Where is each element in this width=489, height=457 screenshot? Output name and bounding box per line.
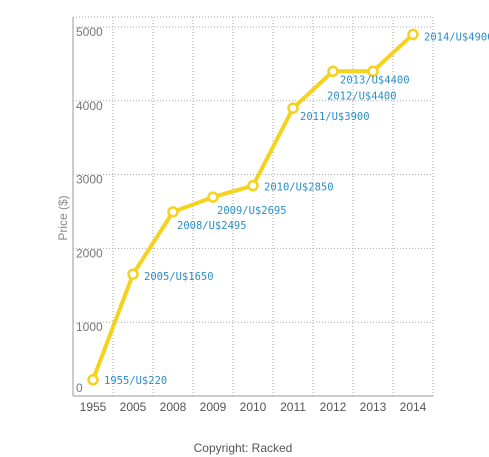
data-label: 2009/U$2695 — [217, 205, 287, 217]
data-point — [167, 206, 179, 218]
data-point — [127, 268, 139, 280]
axes — [72, 16, 434, 397]
x-tick-label: 2009 — [200, 400, 227, 414]
x-tick-label: 2008 — [160, 400, 187, 414]
x-tick-label: 2011 — [280, 400, 306, 414]
x-tick-label: 2005 — [120, 400, 147, 414]
data-point — [87, 374, 99, 386]
grid-lines — [73, 17, 433, 396]
data-point — [247, 179, 259, 192]
x-tick-label: 2013 — [360, 400, 387, 414]
data-point — [327, 65, 339, 78]
data-point — [407, 28, 419, 41]
x-axis-ticks: 1955 2005 2008 2009 2010 2011 2012 2013 2014 — [80, 400, 427, 414]
data-points — [87, 28, 419, 386]
data-label: 1955/U$220 — [104, 375, 167, 387]
x-tick-label: 2012 — [320, 400, 347, 414]
y-tick-label: 5000 — [76, 25, 103, 39]
data-point — [287, 102, 299, 114]
y-tick-label: 4000 — [76, 99, 103, 113]
data-label: 2014/U$4900 — [424, 31, 489, 43]
data-labels: 1955/U$220 2005/U$1650 2008/U$2495 2009/U$2… — [104, 31, 489, 386]
y-tick-label: 1000 — [76, 320, 103, 334]
x-tick-label: 1955 — [80, 400, 107, 414]
y-axis-label: Price ($) — [56, 195, 70, 240]
data-point — [367, 65, 379, 78]
data-label: 2011/U$3900 — [300, 111, 370, 123]
copyright-caption: Copyright: Racked — [194, 441, 293, 455]
data-point — [207, 191, 219, 203]
data-label: 2013/U$4400 — [340, 74, 410, 86]
data-label: 2008/U$2495 — [177, 220, 247, 232]
y-tick-label: 3000 — [76, 173, 103, 187]
y-tick-label: 2000 — [76, 246, 103, 260]
data-label: 2012/U$4400 — [327, 90, 397, 102]
y-tick-label: 0 — [76, 381, 83, 395]
x-tick-label: 2014 — [400, 400, 427, 414]
data-label: 2005/U$1650 — [144, 271, 214, 283]
x-tick-label: 2010 — [240, 400, 267, 414]
data-label: 2010/U$2850 — [264, 182, 334, 194]
y-axis-ticks: 0 1000 2000 3000 4000 5000 — [76, 25, 103, 395]
